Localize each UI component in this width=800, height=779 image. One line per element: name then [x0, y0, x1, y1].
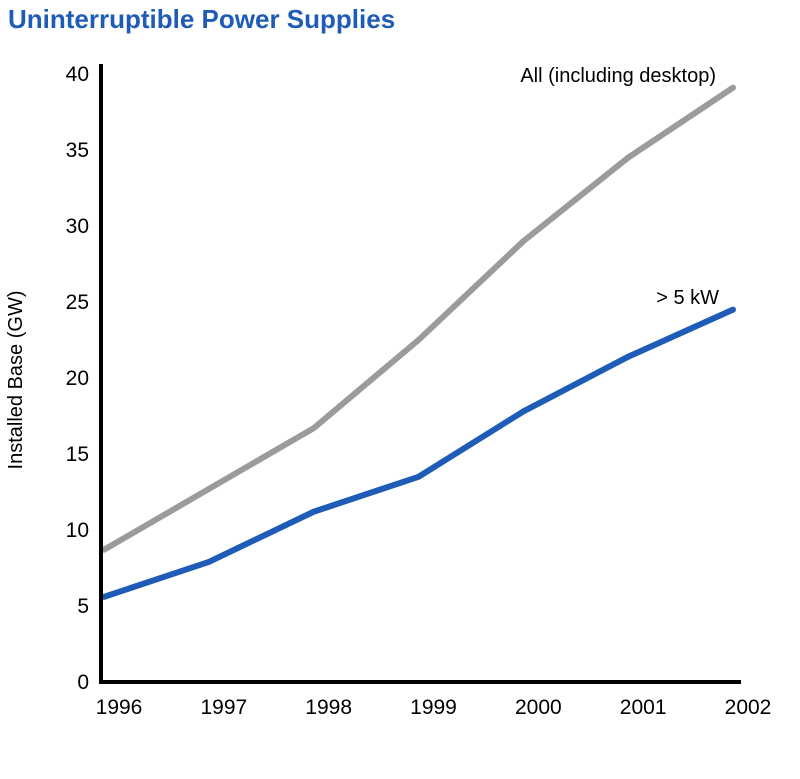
series-label-all-ups: All (including desktop)	[520, 65, 716, 87]
chart-title: Uninterruptible Power Supplies	[8, 4, 396, 34]
x-tick-label: 2002	[725, 696, 772, 719]
x-tick-label: 1996	[96, 696, 143, 719]
data-point-all-ups	[310, 425, 317, 432]
y-tick-label: 20	[66, 367, 89, 390]
data-point-all-ups	[625, 154, 632, 161]
data-point-over-5kw	[520, 408, 527, 415]
y-tick-label: 0	[77, 671, 89, 694]
y-tick-label: 15	[66, 443, 89, 466]
x-tick-label: 1998	[305, 696, 352, 719]
x-tick-label: 1999	[410, 696, 457, 719]
series-lines	[101, 84, 736, 600]
x-tick-label: 2000	[515, 696, 562, 719]
x-tick-label: 1997	[200, 696, 247, 719]
y-tick-label: 5	[77, 595, 89, 618]
data-point-over-5kw	[625, 353, 632, 360]
data-point-all-ups	[415, 337, 422, 343]
x-tick-label: 2001	[620, 696, 667, 719]
data-point-over-5kw	[730, 306, 736, 313]
series-line-all-ups	[102, 85, 735, 553]
y-tick-label: 40	[66, 63, 89, 86]
y-tick-label: 25	[66, 291, 89, 314]
data-point-all-ups	[205, 485, 212, 492]
y-tick-label: 35	[66, 139, 89, 162]
series-label-over-5kw: > 5 kW	[656, 287, 719, 309]
series-labels: All (including desktop) > 5 kW	[520, 65, 719, 309]
y-tick-label: 30	[66, 215, 89, 238]
data-point-over-5kw	[310, 508, 317, 515]
y-axis-title: Installed Base (GW)	[5, 291, 27, 470]
y-axis-ticks: 0 5 10 15 20 25 30 35 40	[66, 63, 89, 694]
x-axis-ticks: 1996 1997 1998 1999 2000 2001 2002	[96, 696, 772, 719]
data-point-over-5kw	[415, 473, 422, 480]
series-line-over-5kw	[103, 306, 735, 600]
data-point-over-5kw	[205, 558, 212, 565]
data-point-all-ups	[730, 84, 736, 91]
data-point-all-ups	[520, 238, 527, 245]
y-tick-label: 10	[66, 519, 89, 542]
